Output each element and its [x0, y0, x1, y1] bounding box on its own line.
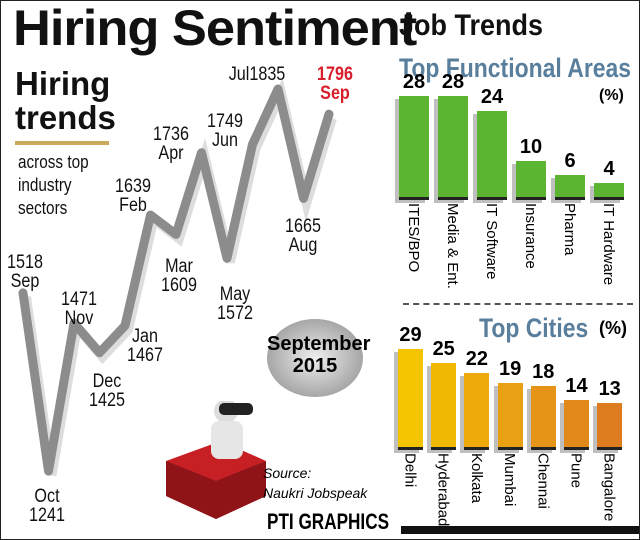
- bar-value-label: 18: [532, 361, 555, 384]
- line-chart: [18, 77, 337, 476]
- bar-value-label: 29: [399, 323, 422, 346]
- bar: [530, 386, 556, 450]
- bar-value-label: 28: [441, 71, 465, 94]
- bar: [431, 362, 457, 450]
- trend-line: [18, 84, 334, 476]
- bar-value-label: 28: [402, 71, 426, 94]
- bar: [597, 403, 623, 450]
- bar-value-label: 24: [480, 85, 504, 108]
- bar-value-label: 10: [519, 136, 543, 158]
- line-point-label: Oct 1241: [29, 486, 65, 526]
- bar: [464, 372, 490, 450]
- line-point-label: 1665 Aug: [285, 216, 321, 256]
- category-label: Pune: [567, 453, 585, 489]
- bar-value-label: 19: [498, 357, 522, 380]
- category-label: Hyderabad: [434, 453, 452, 527]
- page-title: Hiring Sentiment: [13, 0, 417, 56]
- bar: [594, 182, 624, 200]
- category-label: Media & Ent.: [444, 203, 461, 289]
- bar-value-label: 13: [598, 378, 621, 401]
- bar: [398, 348, 423, 450]
- category-label: Bangalore: [600, 453, 618, 522]
- line-point-label: 1518 Sep: [7, 252, 43, 292]
- category-label: Pharma: [561, 203, 578, 256]
- bar: [399, 96, 429, 200]
- bar: [555, 175, 585, 200]
- cities-title: Top Cities: [479, 313, 589, 343]
- credit: PTI GRAPHICS: [267, 509, 390, 534]
- line-point-label: Dec 1425: [89, 371, 125, 411]
- bar-value-label: 14: [565, 374, 588, 397]
- source-label: Source:: [263, 465, 312, 481]
- bar-value-label: 4: [603, 157, 615, 180]
- line-point-label: Mar 1609: [161, 256, 197, 296]
- category-label: Kolkata: [467, 453, 485, 504]
- category-label: ITES/BPO: [405, 203, 422, 273]
- source-note: Source: Naukri Jobspeak: [263, 463, 367, 503]
- category-label: Chennai: [534, 453, 552, 509]
- credit-bar: [401, 526, 639, 534]
- category-label: Mumbai: [501, 453, 519, 507]
- puzzle-person-illustration: [166, 401, 266, 519]
- binoculars-icon: [219, 403, 253, 415]
- category-label: IT Hardware: [600, 203, 617, 286]
- functional-areas-title: Top Functional Areas: [399, 53, 632, 83]
- bar-value-label: 6: [564, 150, 576, 173]
- line-point-label: Jul1835: [228, 64, 286, 85]
- category-label: Insurance: [522, 203, 539, 269]
- category-label: Delhi: [401, 453, 419, 488]
- functional-unit: (%): [599, 87, 624, 104]
- bar: [564, 399, 589, 450]
- bar: [516, 161, 546, 200]
- line-point-label: Jan 1467: [127, 326, 163, 366]
- date-badge: September 2015: [267, 319, 370, 397]
- cities-unit: (%): [599, 318, 627, 338]
- bar: [477, 110, 507, 200]
- line-point-label: 1639 Feb: [115, 176, 151, 216]
- line-point-label: May 1572: [217, 284, 253, 324]
- bar-value-label: 22: [465, 347, 489, 370]
- bar: [438, 96, 468, 200]
- line-point-label: 1749 Jun: [207, 111, 243, 151]
- divider: [403, 303, 633, 305]
- line-point-label: 1736 Apr: [153, 124, 189, 164]
- heading-underline: [15, 141, 109, 145]
- line-point-label: 1471 Nov: [61, 289, 97, 329]
- category-label: IT Software: [483, 203, 500, 280]
- hiring-trends-subheading: across top industry sectors: [18, 152, 89, 218]
- bar: [497, 382, 523, 450]
- bar-value-label: 25: [432, 337, 455, 360]
- job-trends-heading: Job Trends: [399, 9, 544, 42]
- hiring-trends-heading: Hiring trends: [15, 65, 116, 136]
- source-name: Naukri Jobspeak: [263, 485, 368, 501]
- line-point-label: 1796 Sep: [317, 64, 353, 104]
